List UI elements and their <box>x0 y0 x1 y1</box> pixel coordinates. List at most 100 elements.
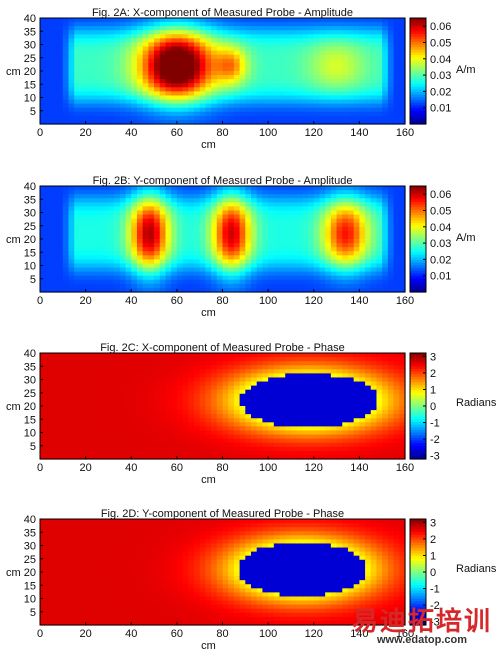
heatmap-cell <box>142 259 149 265</box>
heatmap-cell <box>256 226 264 232</box>
heatmap-cell <box>91 426 98 432</box>
heatmap-cell <box>211 450 218 456</box>
heatmap-cell <box>188 206 195 212</box>
heatmap-cell <box>319 18 326 23</box>
heatmap-cell <box>262 393 269 399</box>
heatmap-cell <box>302 438 309 444</box>
heatmap-cell <box>239 26 246 31</box>
heatmap-cell <box>182 210 189 216</box>
heatmap-cell <box>199 54 206 60</box>
heatmap-cell <box>290 239 298 244</box>
heatmap-cell <box>296 194 303 199</box>
heatmap-cell <box>370 198 378 203</box>
heatmap-cell <box>313 95 321 101</box>
heatmap-cell <box>273 446 281 452</box>
heatmap-cell <box>330 75 338 80</box>
heatmap-cell <box>125 450 132 456</box>
heatmap-cell <box>342 247 349 252</box>
heatmap-cell <box>102 263 110 269</box>
heatmap-cell <box>148 46 155 52</box>
heatmap-cell <box>302 263 309 269</box>
heatmap-cell <box>262 267 269 273</box>
heatmap-cell <box>262 369 269 374</box>
heatmap-cell <box>342 373 349 379</box>
heatmap-cell <box>193 434 201 440</box>
heatmap-cell <box>268 397 275 403</box>
heatmap-cell <box>199 34 206 39</box>
heatmap-cell <box>108 442 115 448</box>
heatmap-cell <box>91 373 98 379</box>
heatmap-cell <box>62 198 70 203</box>
heatmap-cell <box>62 222 70 228</box>
heatmap-cell <box>97 422 104 427</box>
heatmap-cell <box>370 210 378 216</box>
heatmap-cell <box>262 46 269 52</box>
heatmap-cell <box>165 42 172 48</box>
heatmap-cell <box>45 454 52 460</box>
heatmap-cell <box>40 66 47 72</box>
heatmap-cell <box>308 234 315 240</box>
heatmap-cell <box>262 283 269 289</box>
heatmap-cell <box>256 442 264 448</box>
heatmap-cell <box>273 202 281 207</box>
heatmap-cell <box>325 365 332 370</box>
heatmap-cell <box>79 26 87 31</box>
heatmap-cell <box>268 446 275 452</box>
heatmap-cell <box>308 202 315 207</box>
heatmap-cell <box>165 389 172 395</box>
heatmap-cell <box>102 79 110 84</box>
y-tick-label: 5 <box>30 106 36 118</box>
heatmap-cell <box>85 198 92 203</box>
heatmap-cell <box>102 247 110 252</box>
heatmap-cell <box>336 58 343 64</box>
heatmap-cell <box>102 30 110 35</box>
heatmap-cell <box>347 414 355 419</box>
heatmap-cell <box>216 230 224 236</box>
heatmap-cell <box>285 22 292 27</box>
heatmap-cell <box>211 357 218 362</box>
heatmap-cell <box>245 247 252 252</box>
heatmap-cell <box>199 357 206 362</box>
heatmap-cell <box>199 50 206 56</box>
heatmap-cell <box>51 397 58 403</box>
heatmap-cell <box>171 91 178 97</box>
heatmap-cell <box>142 30 149 35</box>
heatmap-cell <box>313 442 321 448</box>
heatmap-cell <box>268 30 275 35</box>
heatmap-cell <box>222 385 229 391</box>
heatmap-cell <box>211 111 218 117</box>
heatmap-cell <box>131 214 138 220</box>
heatmap-cell <box>188 401 195 407</box>
heatmap-cell <box>290 414 298 419</box>
heatmap-cell <box>222 26 229 31</box>
heatmap-cell <box>45 79 52 84</box>
heatmap-cell <box>74 454 81 460</box>
heatmap-cell <box>222 99 229 105</box>
heatmap-cell <box>290 50 298 56</box>
heatmap-cell <box>91 46 98 52</box>
heatmap-cell <box>330 115 338 121</box>
heatmap-cell <box>51 79 58 84</box>
heatmap-cell <box>125 267 132 273</box>
heatmap-cell <box>393 230 400 236</box>
heatmap-cell <box>74 22 81 27</box>
heatmap-cell <box>302 26 309 31</box>
heatmap-cell <box>268 95 275 101</box>
heatmap-cell <box>51 62 58 68</box>
heatmap-cell <box>313 283 321 289</box>
heatmap-cell <box>119 438 127 444</box>
heatmap-cell <box>325 234 332 240</box>
colorbar-tick-label: 0.05 <box>430 37 451 49</box>
heatmap-cell <box>182 226 189 232</box>
heatmap-cell <box>302 190 309 195</box>
heatmap-cell <box>347 418 355 423</box>
heatmap-cell <box>136 373 144 379</box>
heatmap-cell <box>245 222 252 228</box>
heatmap-cell <box>91 38 98 44</box>
heatmap-cell <box>290 58 298 64</box>
heatmap-cell <box>216 26 224 31</box>
heatmap-cell <box>256 369 264 374</box>
heatmap-cell <box>131 267 138 273</box>
heatmap-cell <box>228 393 235 399</box>
heatmap-cell <box>131 119 138 125</box>
